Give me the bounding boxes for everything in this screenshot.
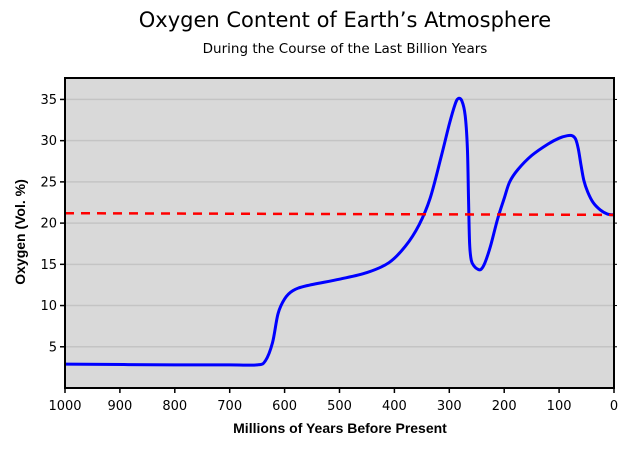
x-axis-label: Millions of Years Before Present xyxy=(233,420,447,436)
x-tick-label: 200 xyxy=(492,399,517,414)
x-tick-label: 100 xyxy=(547,399,572,414)
y-tick-label: 10 xyxy=(40,299,57,314)
x-tick-label: 1000 xyxy=(48,399,81,414)
x-tick-label: 600 xyxy=(272,399,297,414)
y-tick-label: 20 xyxy=(40,217,57,232)
y-tick-label: 5 xyxy=(49,340,57,355)
x-tick-label: 400 xyxy=(382,399,407,414)
x-tick-label: 800 xyxy=(162,399,187,414)
x-tick-label: 500 xyxy=(327,399,352,414)
x-tick-label: 900 xyxy=(107,399,132,414)
plot-area xyxy=(65,78,614,388)
y-axis: 5 10 15 20 25 30 35 xyxy=(40,93,617,355)
y-tick-label: 25 xyxy=(40,175,57,190)
y-tick-label: 30 xyxy=(40,134,57,149)
oxygen-series-line xyxy=(64,96,615,367)
chart-subtitle: During the Course of the Last Billion Ye… xyxy=(203,41,488,57)
y-tick-label: 15 xyxy=(40,258,57,273)
x-tick-label: 700 xyxy=(217,399,242,414)
gridlines xyxy=(65,98,614,348)
x-tick-label: 300 xyxy=(437,399,462,414)
y-tick-label: 35 xyxy=(40,93,57,108)
x-tick-label: 0 xyxy=(610,399,618,414)
series-group xyxy=(64,96,615,367)
reference-line-present-level xyxy=(64,211,615,217)
y-axis-label: Oxygen (Vol. %) xyxy=(12,179,28,285)
x-axis: 1000 900 800 700 600 500 400 300 200 100 0 xyxy=(48,388,618,414)
chart-title: Oxygen Content of Earth’s Atmosphere xyxy=(139,8,551,32)
